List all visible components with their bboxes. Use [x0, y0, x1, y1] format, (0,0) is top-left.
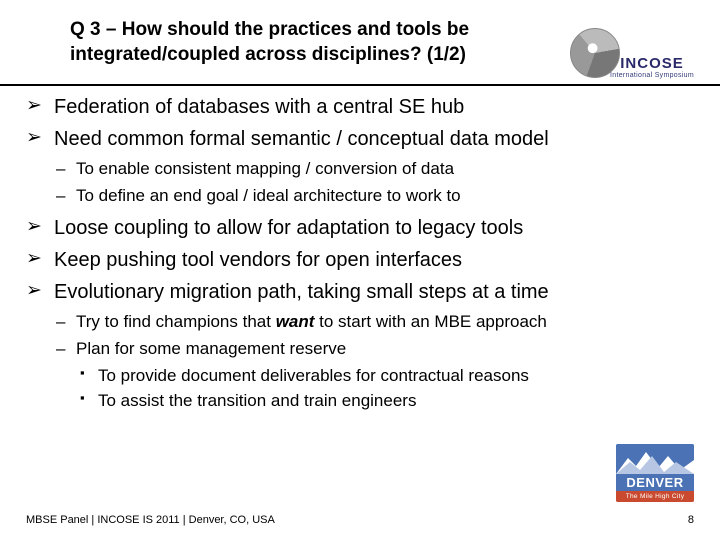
bullet-list: Federation of databases with a central S… — [26, 93, 694, 413]
slide-title: Q 3 – How should the practices and tools… — [70, 18, 570, 67]
bullet-item: Evolutionary migration path, taking smal… — [26, 278, 694, 413]
title-line-2: integrated/coupled across disciplines? (… — [70, 44, 466, 65]
globe-icon — [570, 28, 620, 78]
bullet-text: Evolutionary migration path, taking smal… — [54, 281, 549, 303]
slide: Q 3 – How should the practices and tools… — [0, 0, 720, 540]
slide-footer: MBSE Panel | INCOSE IS 2011 | Denver, CO… — [0, 514, 720, 526]
bullet-item: Loose coupling to allow for adaptation t… — [26, 214, 694, 242]
bullet-text: To provide document deliverables for con… — [98, 366, 529, 385]
footer-text: MBSE Panel | INCOSE IS 2011 | Denver, CO… — [26, 514, 275, 526]
slide-body: Federation of databases with a central S… — [0, 77, 720, 413]
sub-bullet-item: Plan for some management reserve To prov… — [54, 337, 694, 413]
incose-logo-text: INCOSE — [620, 55, 684, 72]
bullet-item: Need common formal semantic / conceptual… — [26, 125, 694, 208]
mountain-icon — [616, 450, 694, 474]
sub-bullet-item: To define an end goal / ideal architectu… — [54, 184, 694, 208]
sub-sub-bullet-list: To provide document deliverables for con… — [76, 364, 694, 414]
bullet-text: to start with an MBE approach — [314, 312, 546, 331]
sub-bullet-list: To enable consistent mapping / conversio… — [54, 157, 694, 208]
bullet-text: Try to find champions that — [76, 312, 276, 331]
bullet-text: Federation of databases with a central S… — [54, 96, 464, 118]
bullet-item: Keep pushing tool vendors for open inter… — [26, 246, 694, 274]
sub-bullet-list: Try to find champions that want to start… — [54, 310, 694, 413]
denver-logo-tagline: The Mile High City — [616, 491, 694, 502]
denver-logo-name: DENVER — [626, 475, 683, 490]
sub-bullet-item: Try to find champions that want to start… — [54, 310, 694, 334]
denver-logo: DENVER The Mile High City — [616, 444, 694, 502]
bullet-text: Plan for some management reserve — [76, 339, 346, 358]
incose-logo: INCOSE International Symposium — [576, 34, 696, 94]
sub-bullet-item: To enable consistent mapping / conversio… — [54, 157, 694, 181]
sub-sub-bullet-item: To assist the transition and train engin… — [76, 389, 694, 413]
sub-sub-bullet-item: To provide document deliverables for con… — [76, 364, 694, 388]
bullet-text: To assist the transition and train engin… — [98, 391, 416, 410]
incose-logo-subtext: International Symposium — [610, 72, 694, 79]
title-line-1: Q 3 – How should the practices and tools… — [70, 19, 469, 40]
bullet-text: Need common formal semantic / conceptual… — [54, 128, 549, 150]
bullet-item: Federation of databases with a central S… — [26, 93, 694, 121]
bullet-text: Keep pushing tool vendors for open inter… — [54, 249, 462, 271]
bullet-text: To define an end goal / ideal architectu… — [76, 186, 461, 205]
bullet-text-emphasis: want — [276, 312, 315, 331]
page-number: 8 — [688, 514, 694, 526]
bullet-text: Loose coupling to allow for adaptation t… — [54, 217, 523, 239]
bullet-text: To enable consistent mapping / conversio… — [76, 159, 454, 178]
